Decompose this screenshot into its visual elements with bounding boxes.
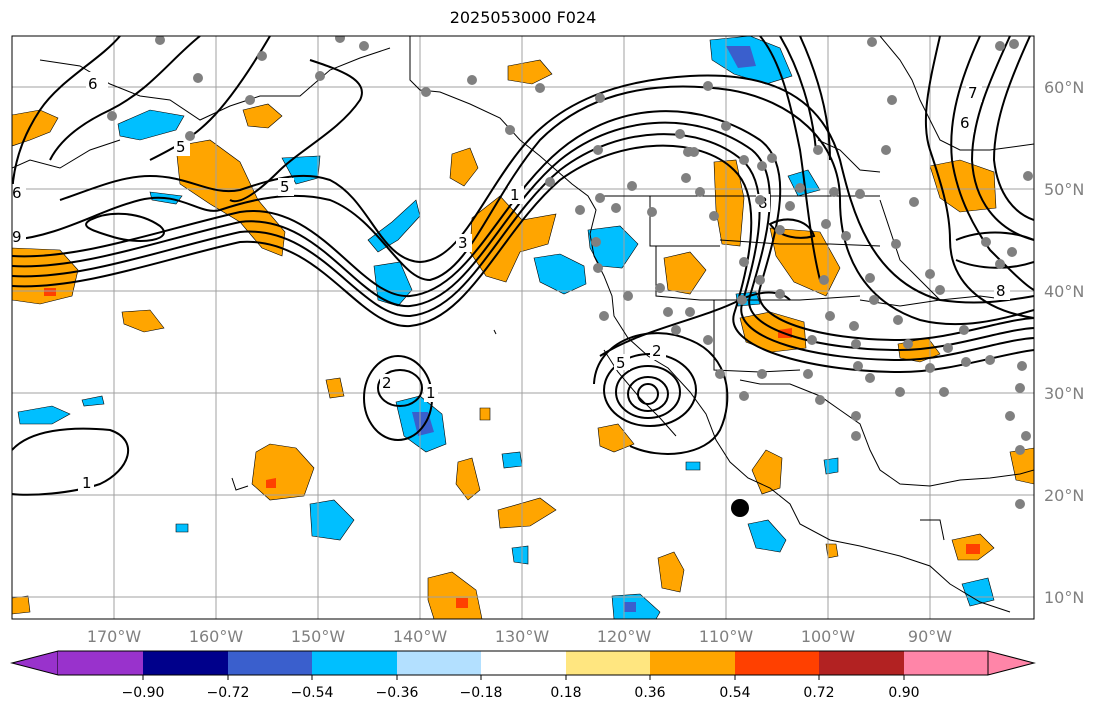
negative-anomaly: [501, 451, 523, 469]
map-frame: [11, 35, 1035, 620]
colorbar-bin: [143, 651, 228, 675]
map-title: 2025053000 F024: [449, 8, 597, 27]
negative-anomaly: [117, 109, 185, 141]
positive-anomaly: [825, 543, 839, 559]
contour-label: 6: [960, 114, 970, 132]
colorbar-tick-label: −0.90: [122, 685, 165, 701]
latitude-axis: 60°N 50°N 40°N 30°N 20°N 10°N: [1044, 78, 1084, 607]
negative-anomaly: [175, 523, 189, 533]
contour-label: 2: [652, 342, 662, 360]
colorbar-bin: [819, 651, 904, 675]
contour-label: 1: [82, 474, 92, 492]
strong-positive-anomaly: [456, 598, 468, 608]
negative-anomaly: [747, 519, 787, 553]
colorbar-tick-label: −0.36: [376, 685, 419, 701]
strong-positive-anomaly: [266, 478, 276, 488]
contour-label: 1: [426, 384, 436, 402]
contour-label: 5: [616, 354, 626, 372]
colorbar-bin: [397, 651, 481, 675]
lon-tick-label: 120°W: [597, 627, 652, 646]
lat-tick-label: 20°N: [1044, 486, 1084, 505]
positive-anomaly: [449, 147, 479, 187]
positive-anomaly: [479, 407, 491, 421]
negative-anomaly: [823, 457, 839, 475]
negative-anomaly: [961, 577, 995, 607]
lon-tick-label: 130°W: [495, 627, 550, 646]
colorbar-tick-label: 0.54: [719, 685, 750, 701]
contour-label: 5: [176, 138, 186, 156]
negative-anomaly: [309, 499, 355, 541]
colorbar-tick-label: −0.54: [291, 685, 334, 701]
contour-label: 8: [996, 282, 1006, 300]
contour-label: 6: [12, 184, 22, 202]
colorbar-bin: [904, 651, 988, 675]
positive-anomaly: [713, 159, 745, 247]
colorbar-bin: [58, 651, 143, 675]
positive-anomaly: [121, 309, 165, 333]
contour-label: 2: [382, 374, 392, 392]
colorbar-bin: [228, 651, 312, 675]
colorbar-bin: [312, 651, 397, 675]
strong-positive-anomaly: [966, 544, 980, 554]
longitude-axis: 170°W 160°W 150°W 140°W 130°W 120°W 110°…: [87, 627, 952, 646]
colorbar-bin: [481, 651, 566, 675]
colorbar-bin: [735, 651, 819, 675]
negative-anomaly: [81, 395, 105, 407]
colorbar-tick-label: 0.36: [634, 685, 665, 701]
lat-tick-label: 50°N: [1044, 180, 1084, 199]
positive-anomaly: [507, 59, 553, 85]
contour-label: 3: [458, 234, 468, 252]
contour-label: 7: [968, 84, 978, 102]
colorbar-extend-max: [987, 650, 1036, 676]
colorbar-tick-label: 0.72: [803, 685, 834, 701]
contour-label-group: 6 6 5 5 9 3 1 2 5 1 2 1 8 7: [12, 72, 1010, 492]
lon-tick-label: 170°W: [87, 627, 142, 646]
negative-anomaly: [511, 545, 529, 565]
positive-anomaly: [497, 497, 557, 529]
negative-anomaly: [624, 602, 636, 612]
colorbar-bin: [566, 651, 650, 675]
lat-tick-label: 40°N: [1044, 282, 1084, 301]
colorbar-tick-label: 0.18: [550, 685, 581, 701]
positive-anomaly: [929, 159, 997, 213]
colorbar-extend-min: [10, 650, 59, 676]
colorbar-tick-label: −0.72: [207, 685, 250, 701]
positive-anomaly: [175, 139, 286, 257]
positive-anomaly: [242, 103, 283, 129]
contour-label: 1: [510, 186, 520, 204]
positive-anomaly: [657, 551, 685, 593]
positive-anomaly: [12, 595, 31, 615]
lat-tick-label: 60°N: [1044, 78, 1084, 97]
colorbar-tick-label: −0.18: [460, 685, 503, 701]
lat-tick-label: 10°N: [1044, 588, 1084, 607]
negative-anomaly: [533, 253, 587, 295]
lon-tick-label: 160°W: [189, 627, 244, 646]
negative-anomaly: [587, 225, 639, 269]
colorbar: −0.90 −0.72 −0.54 −0.36 −0.18 0.18 0.36 …: [10, 650, 1036, 701]
colorbar-bin: [650, 651, 735, 675]
location-marker: [731, 499, 749, 517]
contour-label: 5: [280, 178, 290, 196]
colorbar-tick-label: 0.90: [888, 685, 919, 701]
map-panel: 6 6 5 5 9 3 1 2 5 1 2 1 8 7: [12, 36, 1034, 619]
contour-label: 9: [12, 228, 22, 246]
lon-tick-label: 140°W: [393, 627, 448, 646]
gridlines: [12, 36, 1034, 619]
lat-tick-label: 30°N: [1044, 384, 1084, 403]
station-markers: [107, 36, 1033, 509]
contour-label: 6: [88, 75, 98, 93]
positive-anomaly: [427, 571, 483, 619]
negative-anomaly: [685, 461, 701, 471]
lon-tick-label: 110°W: [699, 627, 754, 646]
negative-anomaly: [17, 405, 71, 425]
lon-tick-label: 100°W: [801, 627, 856, 646]
contour-lines: [12, 36, 1034, 496]
shading-layer: [12, 36, 1034, 619]
lon-tick-label: 90°W: [908, 627, 952, 646]
positive-anomaly: [663, 251, 707, 295]
negative-anomaly: [726, 46, 756, 68]
strong-positive-anomaly: [44, 288, 56, 296]
lon-tick-label: 150°W: [291, 627, 346, 646]
